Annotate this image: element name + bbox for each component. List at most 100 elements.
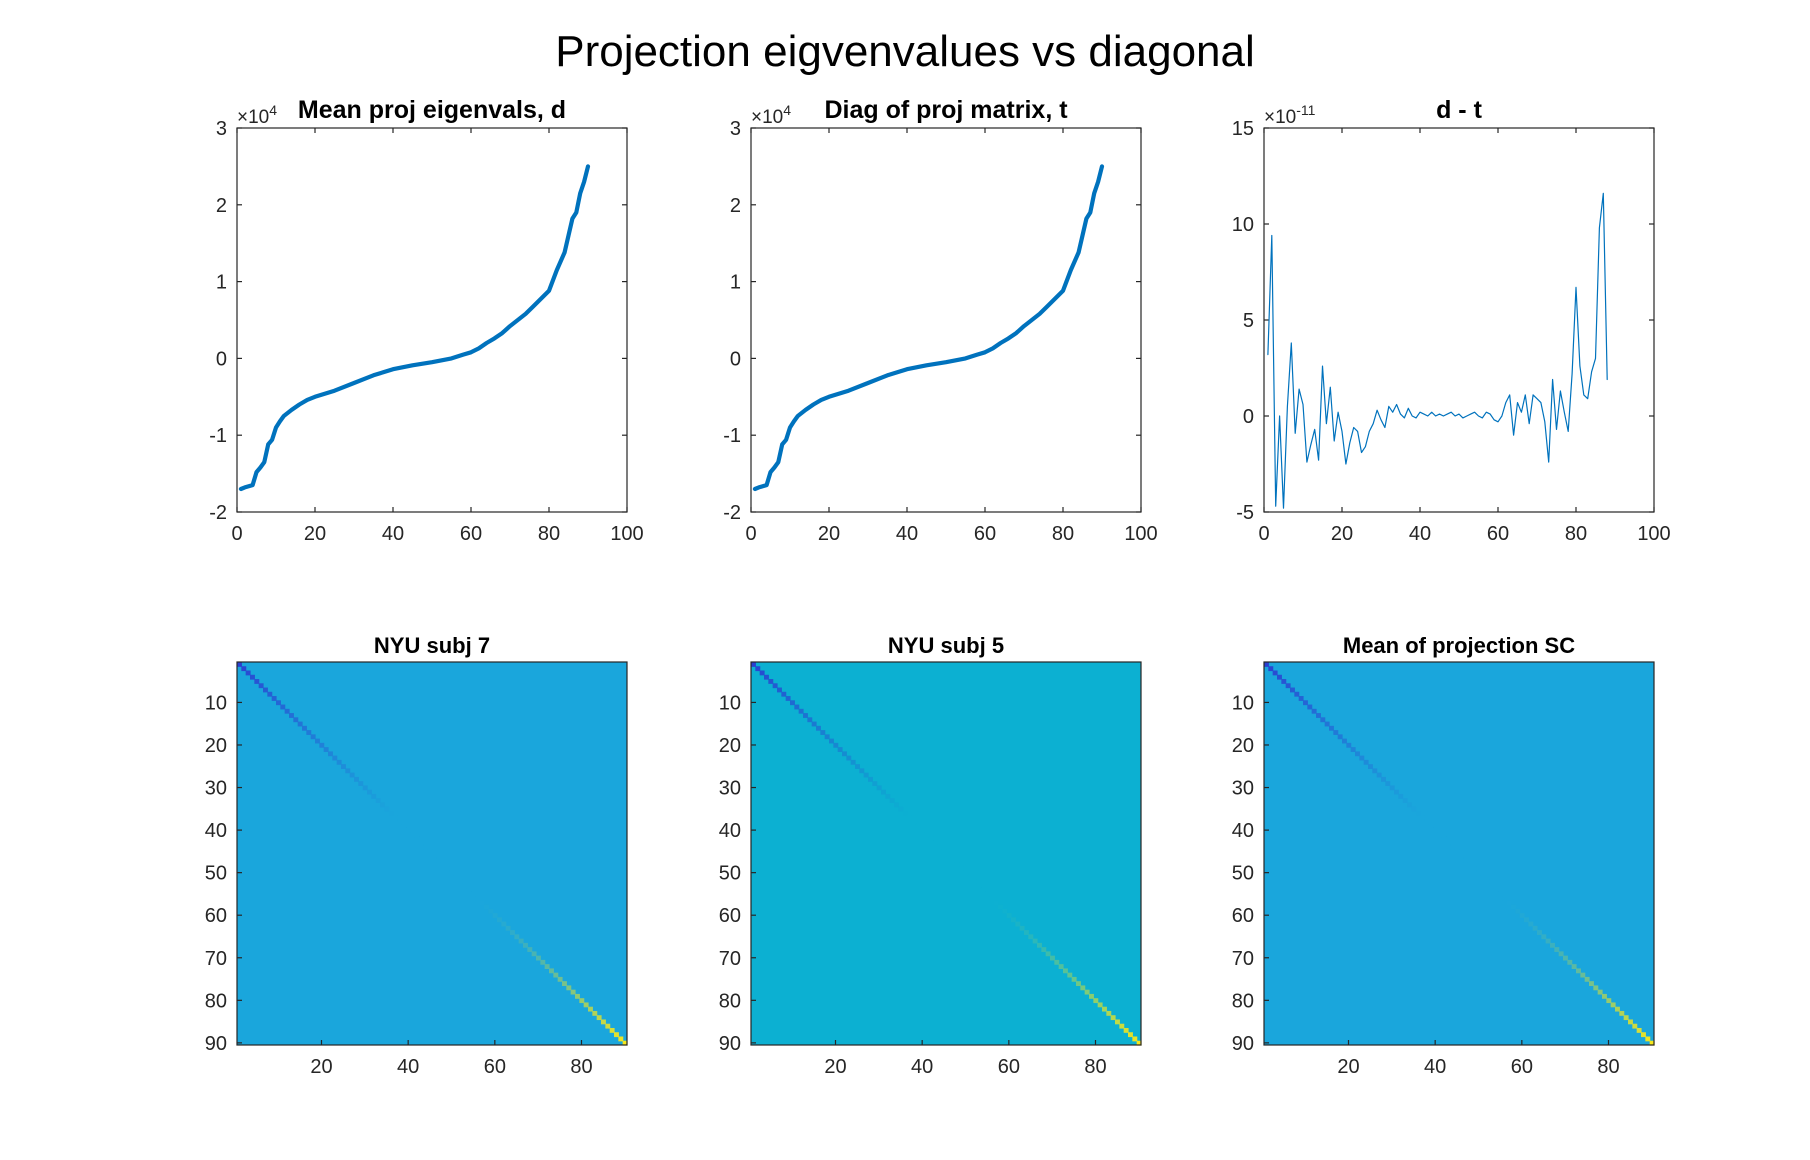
heatmap-diagonal-cell [790,700,795,706]
heatmap-diagonal-cell [293,717,299,723]
heatmap-title: NYU subj 5 [888,633,1004,658]
heatmap-diagonal-cell [354,776,359,782]
heatmap-diagonal-cell [807,717,813,723]
heatmap-diagonal-cell [816,725,821,731]
heatmap-diagonal-cell [1485,879,1490,884]
heatmap-diagonal-cell [505,925,511,931]
heatmap-diagonal-cell [1580,972,1586,978]
y-tick-label: -1 [209,425,227,447]
y-tick-label: 20 [719,735,741,757]
y-tick-label: 10 [1232,214,1254,236]
heatmap-diagonal-cell [1398,793,1404,799]
x-tick-label: 80 [1597,1056,1619,1078]
heatmap-diagonal-cell [245,670,251,676]
heatmap-mean-projection-sc: 20 40 60 80 10 20 30 40 50 60 70 80 90 Mean of projec… [1232,633,1655,1078]
heatmap-diagonal-cell [289,713,294,718]
heatmap-diagonal-cell [280,704,286,710]
heatmap-diagonal-cell [1550,942,1555,948]
heatmap-diagonal-cell [284,708,290,714]
heatmap-diagonal-cell [1303,700,1308,706]
heatmap-diagonal-cell [950,857,956,863]
y-tick-label: 50 [205,863,227,885]
heatmap-diagonal-cell [475,896,481,901]
heatmap-diagonal-cell [1515,908,1521,914]
y-tick-label: 20 [1232,735,1254,757]
x-tick-label: 80 [570,1056,592,1078]
heatmap-diagonal-cell [1028,934,1034,940]
heatmap-diagonal-cell [1602,993,1607,999]
y-tick-label: 5 [1243,310,1254,332]
y-tick-label: -5 [1236,502,1254,524]
heatmap-diagonal-cell [1541,934,1547,940]
heatmap-diagonal-cell [1467,862,1473,867]
heatmap-diagonal-cell [1376,772,1382,778]
heatmap-diagonal-cell [755,666,761,672]
heatmap-diagonal-cell [820,730,826,735]
heatmap-diagonal-cell [458,879,463,884]
heatmap-diagonal-cell [258,683,264,689]
plot-title: Mean proj eigenvals, d [298,96,566,124]
heatmap-diagonal-cell [544,964,550,969]
x-tick-label: 40 [911,1056,933,1078]
x-tick-label: 20 [1337,1056,1359,1078]
x-tick-label: 40 [896,523,918,545]
x-tick-label: 80 [1084,1056,1106,1078]
heatmap-diagonal-cell [1294,691,1300,697]
heatmap-diagonal-cell [967,874,973,880]
axes-box [236,661,628,1046]
heatmap-diagonal-cell [1545,938,1551,944]
heatmap-diagonal-cell [1498,891,1503,897]
heatmap-diagonal-cell [772,683,778,689]
heatmap-diagonal-cell [432,853,437,859]
heatmap-diagonal-cell [868,776,873,782]
heatmap-diagonal-cell [1277,674,1282,680]
heatmap-diagonal-cell [1441,836,1447,842]
y-tick-label: 0 [730,348,741,370]
heatmap-diagonal-cell [1002,908,1008,914]
heatmap-diagonal-cell [332,755,338,761]
y-tick-label: 10 [719,692,741,714]
heatmap-diagonal-cell [302,725,307,731]
heatmap-diagonal-cell [471,891,476,897]
heatmap-diagonal-cell [1093,998,1099,1004]
heatmap-diagonal-cell [319,742,325,748]
heatmap-diagonal-cell [1537,930,1542,935]
heatmap-diagonal-cell [1264,662,1269,667]
heatmap-diagonal-cell [907,815,912,821]
heatmap-diagonal-cell [367,789,372,795]
heatmap-diagonal-cell [1506,900,1512,906]
heatmap-diagonal-cell [1584,976,1590,982]
heatmap-diagonal-cell [1480,874,1486,880]
axes-box [236,127,628,513]
x-tick-label: 20 [1331,523,1353,545]
y-tick-label: 90 [1232,1033,1254,1055]
heatmap-diagonal-cell [237,662,242,667]
x-tick-label: 80 [1052,523,1074,545]
heatmap-diagonal-cell [345,768,351,774]
heatmap-diagonal-cell [1628,1019,1633,1025]
heatmap-diagonal-cell [497,917,502,923]
heatmap-diagonal-cell [588,1006,593,1012]
data-series-line [1267,192,1608,509]
x-tick-label: 20 [304,523,326,545]
heatmap-diagonal-cell [881,789,886,795]
heatmap-diagonal-cell [1368,764,1373,769]
heatmap-diagonal-cell [833,742,839,748]
y-tick-label: 90 [205,1033,227,1055]
heatmap-diagonal-cell [393,815,398,821]
y-tick-label: 1 [216,272,227,294]
heatmap-diagonal-cell [254,679,260,684]
heatmap-diagonal-cell [1567,959,1573,965]
heatmap-diagonal-cell [1329,725,1334,731]
heatmap-diagonal-cell [1346,742,1352,748]
heatmap-nyu-subj-5: 20 40 60 80 10 20 30 40 50 60 70 80 90 NYU subj 5 [719,633,1142,1078]
heatmap-diagonal-cell [1071,976,1077,982]
heatmap-diagonal-cell [924,832,930,838]
heatmap-diagonal-cell [406,827,411,833]
heatmap-diagonal-cell [1032,938,1038,944]
y-tick-label: 50 [719,863,741,885]
heatmap-diagonal-cell [362,785,368,791]
heatmap-diagonal-cell [933,840,938,846]
heatmap-diagonal-cell [1363,759,1369,765]
